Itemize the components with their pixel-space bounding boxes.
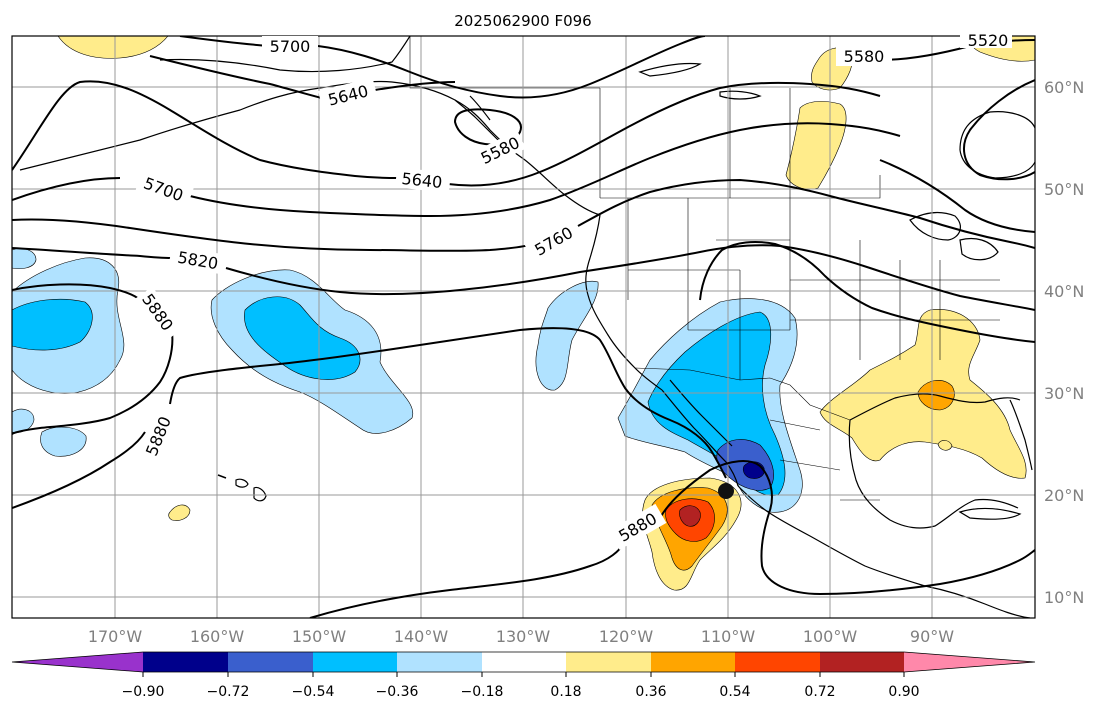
anomaly-california-offshore: [535, 280, 599, 391]
colorbar-segment: [313, 652, 397, 672]
contour-label: 5580: [844, 47, 885, 66]
colorbar-min-extension: [12, 652, 143, 672]
lon-label: 150°W: [292, 627, 347, 646]
anomaly-deepest-mexico: [742, 461, 765, 479]
colorbar-segment: [143, 652, 228, 672]
lon-label: 100°W: [803, 627, 858, 646]
colorbar-segment: [820, 652, 904, 672]
contour-5700-north: [179, 36, 706, 99]
anomaly-storm-core: [679, 505, 701, 527]
map-area: [12, 36, 1035, 618]
contour-5880-west: [12, 283, 174, 435]
colorbar-segment: [651, 652, 735, 672]
map-title: 2025062900 F096: [454, 12, 591, 30]
colorbar-tick-label: −0.54: [292, 684, 335, 700]
lon-label: 160°W: [190, 627, 245, 646]
colorbar-tick-label: 0.18: [550, 684, 581, 700]
map-frame: [11, 35, 1036, 619]
contour-5820: [12, 244, 1035, 311]
colorbar-tick-label: −0.90: [122, 684, 165, 700]
lat-label: 40°N: [1044, 282, 1084, 301]
height-contours: [12, 36, 1035, 618]
contour-5880-middle: [12, 327, 727, 509]
anomaly-north-left: [57, 36, 169, 59]
colorbar-segment: [482, 652, 566, 672]
contour-5760: [12, 178, 1035, 252]
anomaly-small-west-pacific: [40, 426, 87, 457]
contour-5880-east: [699, 241, 1035, 343]
colorbar-segment: [735, 652, 820, 672]
lat-label: 30°N: [1044, 384, 1084, 403]
colorbar-tick-label: 0.54: [719, 684, 750, 700]
anomaly-fills: [12, 36, 1035, 591]
contour-label: 5520: [968, 31, 1009, 50]
contour-5700-middle: [12, 122, 901, 218]
lon-label: 120°W: [599, 627, 654, 646]
anomaly-gulf-small: [937, 440, 953, 451]
latitude-labels: 60°N 50°N 40°N 30°N 20°N 10°N: [1044, 78, 1084, 607]
lon-label: 170°W: [88, 627, 143, 646]
contour-label: 5640: [401, 169, 443, 192]
contour-label: 5700: [270, 37, 311, 56]
lon-label: 110°W: [701, 627, 756, 646]
lon-label: 140°W: [394, 627, 449, 646]
colorbar-segment: [228, 652, 313, 672]
colorbar-tick-label: −0.18: [461, 684, 504, 700]
lat-label: 10°N: [1044, 588, 1084, 607]
black-circle-icon: [718, 483, 734, 499]
contour-east-loop: [963, 79, 1035, 181]
lon-label: 90°W: [910, 627, 954, 646]
colorbar-tick-label: 0.90: [888, 684, 919, 700]
lat-label: 60°N: [1044, 78, 1084, 97]
colorbar-segment: [397, 652, 482, 672]
contour-5640-north: [149, 55, 456, 101]
anomaly-core-west-pacific: [12, 298, 93, 351]
colorbar: −0.90 −0.72 −0.54 −0.36 −0.18 0.18 0.36 …: [11, 651, 1036, 700]
lat-label: 50°N: [1044, 180, 1084, 199]
longitude-labels: 170°W 160°W 150°W 140°W 130°W 120°W 110°…: [88, 627, 954, 646]
contour-5580-alaska-loop: [453, 108, 522, 146]
lat-label: 20°N: [1044, 486, 1084, 505]
colorbar-tick-label: 0.72: [804, 684, 835, 700]
colorbar-tick-label: −0.36: [376, 684, 419, 700]
contour-5880-south: [309, 460, 1035, 618]
colorbar-tick-label: 0.36: [635, 684, 666, 700]
colorbar-max-extension: [904, 652, 1035, 672]
contour-northeast-2: [879, 159, 1035, 233]
colorbar-segment: [566, 652, 651, 672]
lon-label: 130°W: [496, 627, 551, 646]
colorbar-tick-label: −0.72: [207, 684, 250, 700]
anomaly-small-hawaii: [168, 504, 191, 521]
contour-5640-middle: [12, 80, 881, 187]
